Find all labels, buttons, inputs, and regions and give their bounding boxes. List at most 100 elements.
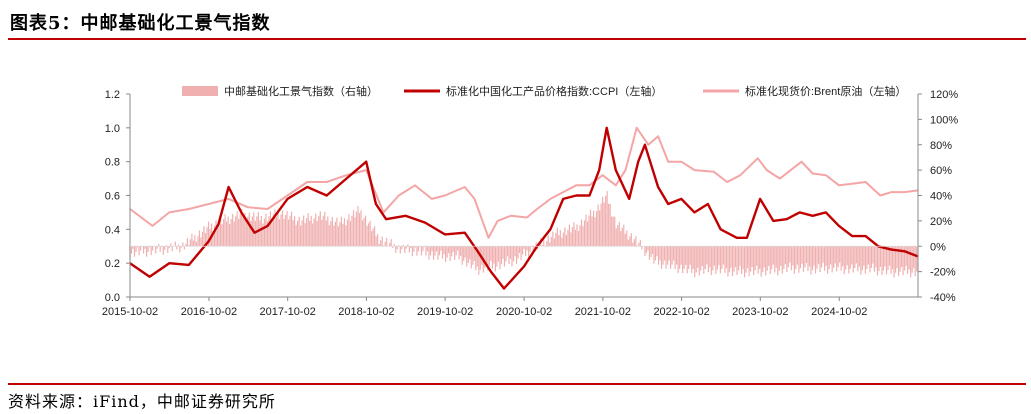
bar (203, 226, 205, 247)
bar (630, 233, 632, 247)
bar (441, 246, 444, 259)
bar (378, 244, 380, 247)
bar (728, 246, 731, 273)
bar (600, 203, 602, 247)
bar (219, 216, 222, 247)
bar (194, 234, 196, 247)
bar (390, 239, 392, 247)
bar (769, 246, 771, 274)
bar (745, 246, 747, 273)
bar (245, 221, 247, 247)
bar (885, 246, 888, 275)
legend-swatch-bar (182, 86, 218, 96)
bar (549, 242, 551, 247)
bar (679, 246, 681, 269)
bar (834, 246, 836, 264)
bar (322, 215, 324, 247)
bar (707, 246, 709, 273)
bar (820, 246, 823, 268)
bar (845, 246, 847, 270)
bar (452, 246, 454, 252)
bar (366, 225, 368, 247)
bar (250, 220, 252, 247)
bar (229, 224, 231, 247)
bar (386, 237, 388, 247)
x-tick-label: 2023-10-02 (732, 306, 788, 318)
bar (656, 246, 658, 257)
bar (718, 246, 720, 266)
bar (623, 224, 625, 247)
bar (490, 246, 492, 261)
bar (525, 246, 527, 256)
bar (304, 223, 306, 247)
bar (298, 216, 300, 247)
bar (564, 227, 566, 247)
bar (612, 216, 614, 247)
bar (407, 244, 409, 247)
bar (685, 246, 687, 265)
bar (813, 246, 815, 266)
bar (710, 246, 712, 276)
bar (734, 246, 737, 268)
bar (816, 246, 818, 269)
bar (212, 230, 214, 247)
title-rule (8, 38, 1026, 40)
bar (360, 210, 362, 247)
bar (624, 233, 626, 247)
bar (618, 221, 620, 247)
bar (463, 246, 465, 262)
bar (771, 246, 773, 270)
bar (576, 224, 578, 247)
bar (457, 246, 459, 251)
bar (149, 246, 151, 248)
bar (796, 246, 799, 265)
bar (840, 246, 842, 271)
bar (691, 246, 693, 274)
bar (914, 246, 916, 277)
bar (792, 246, 794, 266)
bar (142, 246, 145, 254)
bar (218, 222, 220, 247)
bar (875, 246, 877, 268)
bar (789, 246, 791, 263)
bar (737, 246, 740, 271)
bar (651, 246, 654, 255)
bar (677, 246, 679, 274)
x-tick-label: 2016-10-02 (181, 306, 237, 318)
bar (136, 246, 139, 248)
bar (629, 236, 631, 247)
bar (337, 226, 339, 247)
bar (521, 246, 524, 255)
bar (192, 240, 195, 247)
bar (819, 246, 821, 273)
bar (869, 246, 871, 273)
bar (515, 246, 518, 264)
bar (419, 246, 421, 248)
bar (417, 246, 420, 252)
bar (236, 211, 238, 247)
bar (325, 220, 327, 247)
bar (144, 246, 146, 249)
bar (615, 228, 617, 247)
bar (556, 227, 558, 247)
bar (280, 214, 282, 247)
y-right-tick-label: 40% (930, 191, 952, 203)
bar (831, 246, 833, 273)
bar (893, 246, 895, 278)
bar (404, 246, 406, 253)
bar (375, 236, 377, 247)
bar (798, 246, 800, 273)
bar (876, 246, 879, 276)
bar (739, 246, 741, 266)
bar (784, 246, 786, 265)
bar (339, 222, 341, 247)
bar (620, 231, 622, 247)
bar (426, 246, 429, 252)
bar (316, 221, 318, 247)
bar (165, 245, 167, 247)
bar (565, 234, 567, 247)
bar (751, 246, 753, 268)
bar (224, 214, 226, 247)
bar (269, 211, 272, 247)
bar (674, 246, 676, 269)
